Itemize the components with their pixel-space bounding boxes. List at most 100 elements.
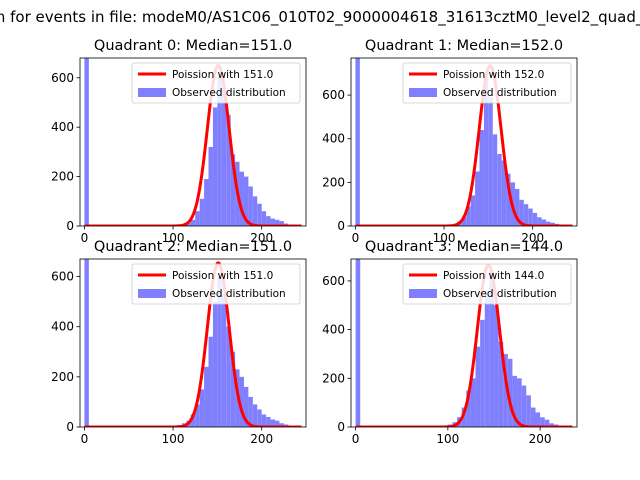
y-tick-label: 200 — [322, 175, 345, 189]
histogram-bar — [488, 97, 493, 226]
histogram-bar — [530, 407, 536, 427]
legend-entry-observed: Observed distribution — [172, 87, 286, 99]
legend-entry-poisson: Poission with 151.0 — [172, 270, 273, 282]
histogram-bar — [270, 419, 275, 427]
histogram-bar — [195, 404, 200, 427]
axes-frame — [79, 57, 307, 227]
x-tick-label: 100 — [162, 432, 185, 446]
histogram-bar — [528, 208, 533, 226]
histogram-bar — [507, 358, 513, 427]
histogram-bar — [517, 378, 522, 427]
y-tick-label: 400 — [322, 323, 345, 337]
histogram-bar — [512, 375, 518, 427]
histogram-bar — [239, 376, 244, 427]
y-tick-label: 400 — [322, 132, 345, 146]
histogram-bar — [532, 212, 538, 226]
histogram-bar — [475, 346, 481, 427]
histogram-bar — [521, 385, 527, 427]
histogram-bar — [498, 341, 504, 427]
histogram-bar — [84, 259, 89, 427]
histogram-bar — [483, 77, 489, 226]
y-tick-label: 600 — [322, 88, 345, 102]
legend: Poission with 151.0 Observed distribution — [131, 62, 301, 104]
legend: Poission with 152.0 Observed distribution — [402, 62, 572, 104]
histogram-bar — [199, 389, 205, 427]
axes-frame — [79, 258, 307, 428]
histogram-bar — [519, 199, 524, 226]
histogram-bar — [535, 412, 541, 427]
subplot-quadrant-2: 0 100 200 0 200 400 600 Quadrant 2: Median=151.… — [51, 239, 307, 446]
legend-box — [131, 263, 301, 305]
subplot-quadrant-1: 0 100 200 0 200 400 600 Quadrant 1: Median=152.… — [322, 38, 578, 245]
histogram-bar — [470, 378, 476, 427]
histogram-bar — [541, 219, 546, 226]
histogram-bar — [506, 173, 511, 226]
subplot-quadrant-0: 0 100 200 0 200 400 600 Quadrant 0: Median=151.… — [51, 38, 307, 245]
histogram-bar — [252, 196, 258, 226]
histogram-bar — [230, 154, 236, 226]
plot-area — [355, 259, 573, 427]
y-tick-label: 0 — [66, 420, 74, 434]
legend-entry-observed: Observed distribution — [443, 87, 557, 99]
histogram-bar — [221, 87, 227, 226]
legend-bar-swatch — [138, 289, 166, 298]
histogram-bar — [466, 206, 471, 226]
histogram-bar — [514, 188, 520, 226]
histogram-bar — [208, 146, 213, 226]
histogram-bar — [540, 417, 545, 427]
subplot-title: Quadrant 1: Median=152.0 — [365, 38, 563, 54]
legend-box — [402, 263, 572, 305]
histogram-bar — [480, 319, 485, 427]
histogram-bar — [221, 294, 227, 427]
histogram-bar — [226, 326, 231, 427]
y-tick-label: 200 — [51, 370, 74, 384]
y-tick-label: 200 — [322, 371, 345, 385]
subplot-quadrant-3: 0 100 200 0 200 400 600 Quadrant 3: Median=144.… — [322, 239, 578, 446]
histogram-bar — [204, 179, 209, 226]
legend-bar-swatch — [409, 88, 437, 97]
histogram-bar — [204, 366, 209, 427]
axes-frame — [350, 258, 578, 428]
x-tick-label: 0 — [352, 432, 360, 446]
histogram-bar — [217, 77, 222, 226]
histogram-bar — [252, 404, 258, 427]
histogram-bar — [526, 395, 531, 427]
legend-box — [402, 62, 572, 104]
histogram-bar — [230, 351, 236, 427]
histogram-bar — [217, 276, 222, 427]
histogram-bar — [355, 58, 360, 226]
legend-box — [131, 62, 301, 104]
x-tick-label: 100 — [436, 432, 459, 446]
legend-entry-poisson: Poission with 152.0 — [443, 69, 544, 81]
subplot-grid: 0 100 200 0 200 400 600 Quadrant 0: Median=151.… — [51, 38, 578, 446]
x-tick-label: 200 — [521, 231, 544, 245]
histogram-bar — [279, 423, 284, 427]
histogram-bar — [261, 414, 267, 427]
legend-entry-poisson: Poission with 144.0 — [443, 270, 544, 282]
histogram-bar — [466, 390, 471, 427]
histogram-bar — [243, 176, 249, 226]
axes-frame — [350, 57, 578, 227]
histogram-bar — [257, 409, 262, 427]
figure-suptitle: Histogram for events in file: modeM0/AS1… — [0, 8, 640, 27]
histogram-bar — [497, 154, 502, 226]
histogram-bar — [461, 407, 467, 427]
histogram-bar — [544, 419, 550, 427]
histogram-bar — [239, 171, 244, 226]
x-tick-label: 0 — [81, 231, 89, 245]
histogram-bar — [248, 186, 253, 226]
histogram-bar — [355, 259, 361, 427]
histogram-bar — [266, 216, 271, 226]
histogram-bar — [475, 171, 480, 226]
histogram-bar — [503, 353, 508, 427]
plot-area — [354, 58, 574, 226]
histogram-bar — [484, 290, 490, 427]
histogram-bar — [195, 211, 200, 226]
legend-entry-observed: Observed distribution — [443, 288, 557, 300]
y-tick-label: 400 — [51, 120, 74, 134]
histogram-bar — [523, 204, 529, 226]
x-tick-label: 200 — [250, 231, 273, 245]
histogram-bar — [537, 217, 542, 226]
histogram-bar — [199, 198, 205, 226]
